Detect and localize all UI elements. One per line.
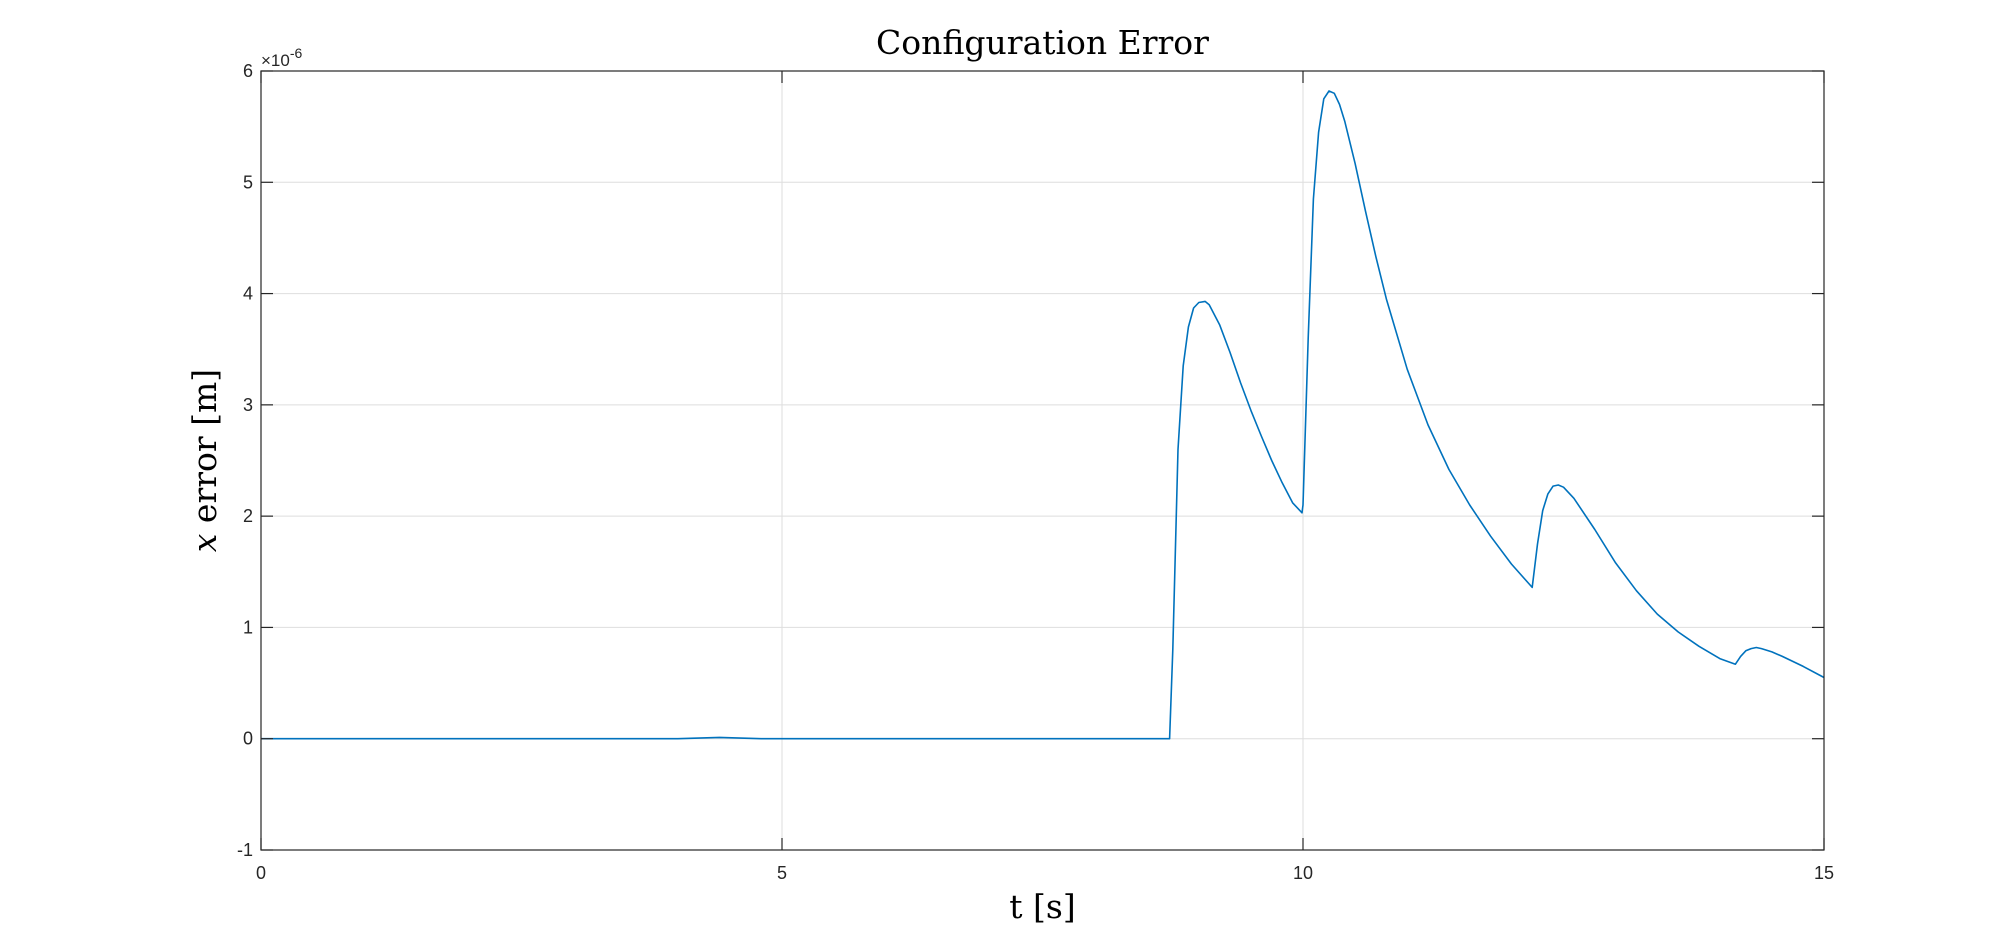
y-axis-label-variable: x bbox=[185, 533, 224, 552]
y-axis-label-text: error [m] bbox=[185, 369, 224, 534]
y-tick-label: 0 bbox=[243, 729, 253, 749]
y-tick-label: 2 bbox=[243, 506, 253, 526]
y-tick-label: 6 bbox=[243, 61, 253, 81]
y-tick-label: 5 bbox=[243, 172, 253, 192]
series-group bbox=[261, 90, 1825, 740]
plot-frame bbox=[260, 70, 1825, 851]
x-tick-label: 10 bbox=[1293, 863, 1313, 883]
y-axis-label: x error [m] bbox=[185, 369, 224, 552]
grid-lines bbox=[261, 71, 1824, 850]
y-tick-label: 4 bbox=[243, 284, 253, 304]
y-tick-label: 3 bbox=[243, 395, 253, 415]
y-tick-label: -1 bbox=[237, 840, 253, 860]
x-tick-label: 15 bbox=[1814, 863, 1834, 883]
y-axis-exponent-base: ×10 bbox=[261, 51, 290, 70]
chart-title: Configuration Error bbox=[876, 23, 1209, 62]
x-tick-label: 0 bbox=[256, 863, 266, 883]
x-tick-label: 5 bbox=[777, 863, 787, 883]
y-axis-exponent: ×10-6 bbox=[261, 45, 303, 70]
axis-ticks bbox=[260, 70, 1825, 851]
x-axis-label: t [s] bbox=[1009, 887, 1075, 926]
series-line bbox=[261, 90, 1825, 740]
y-axis-exponent-power: -6 bbox=[290, 45, 303, 61]
y-tick-label: 1 bbox=[243, 617, 253, 637]
